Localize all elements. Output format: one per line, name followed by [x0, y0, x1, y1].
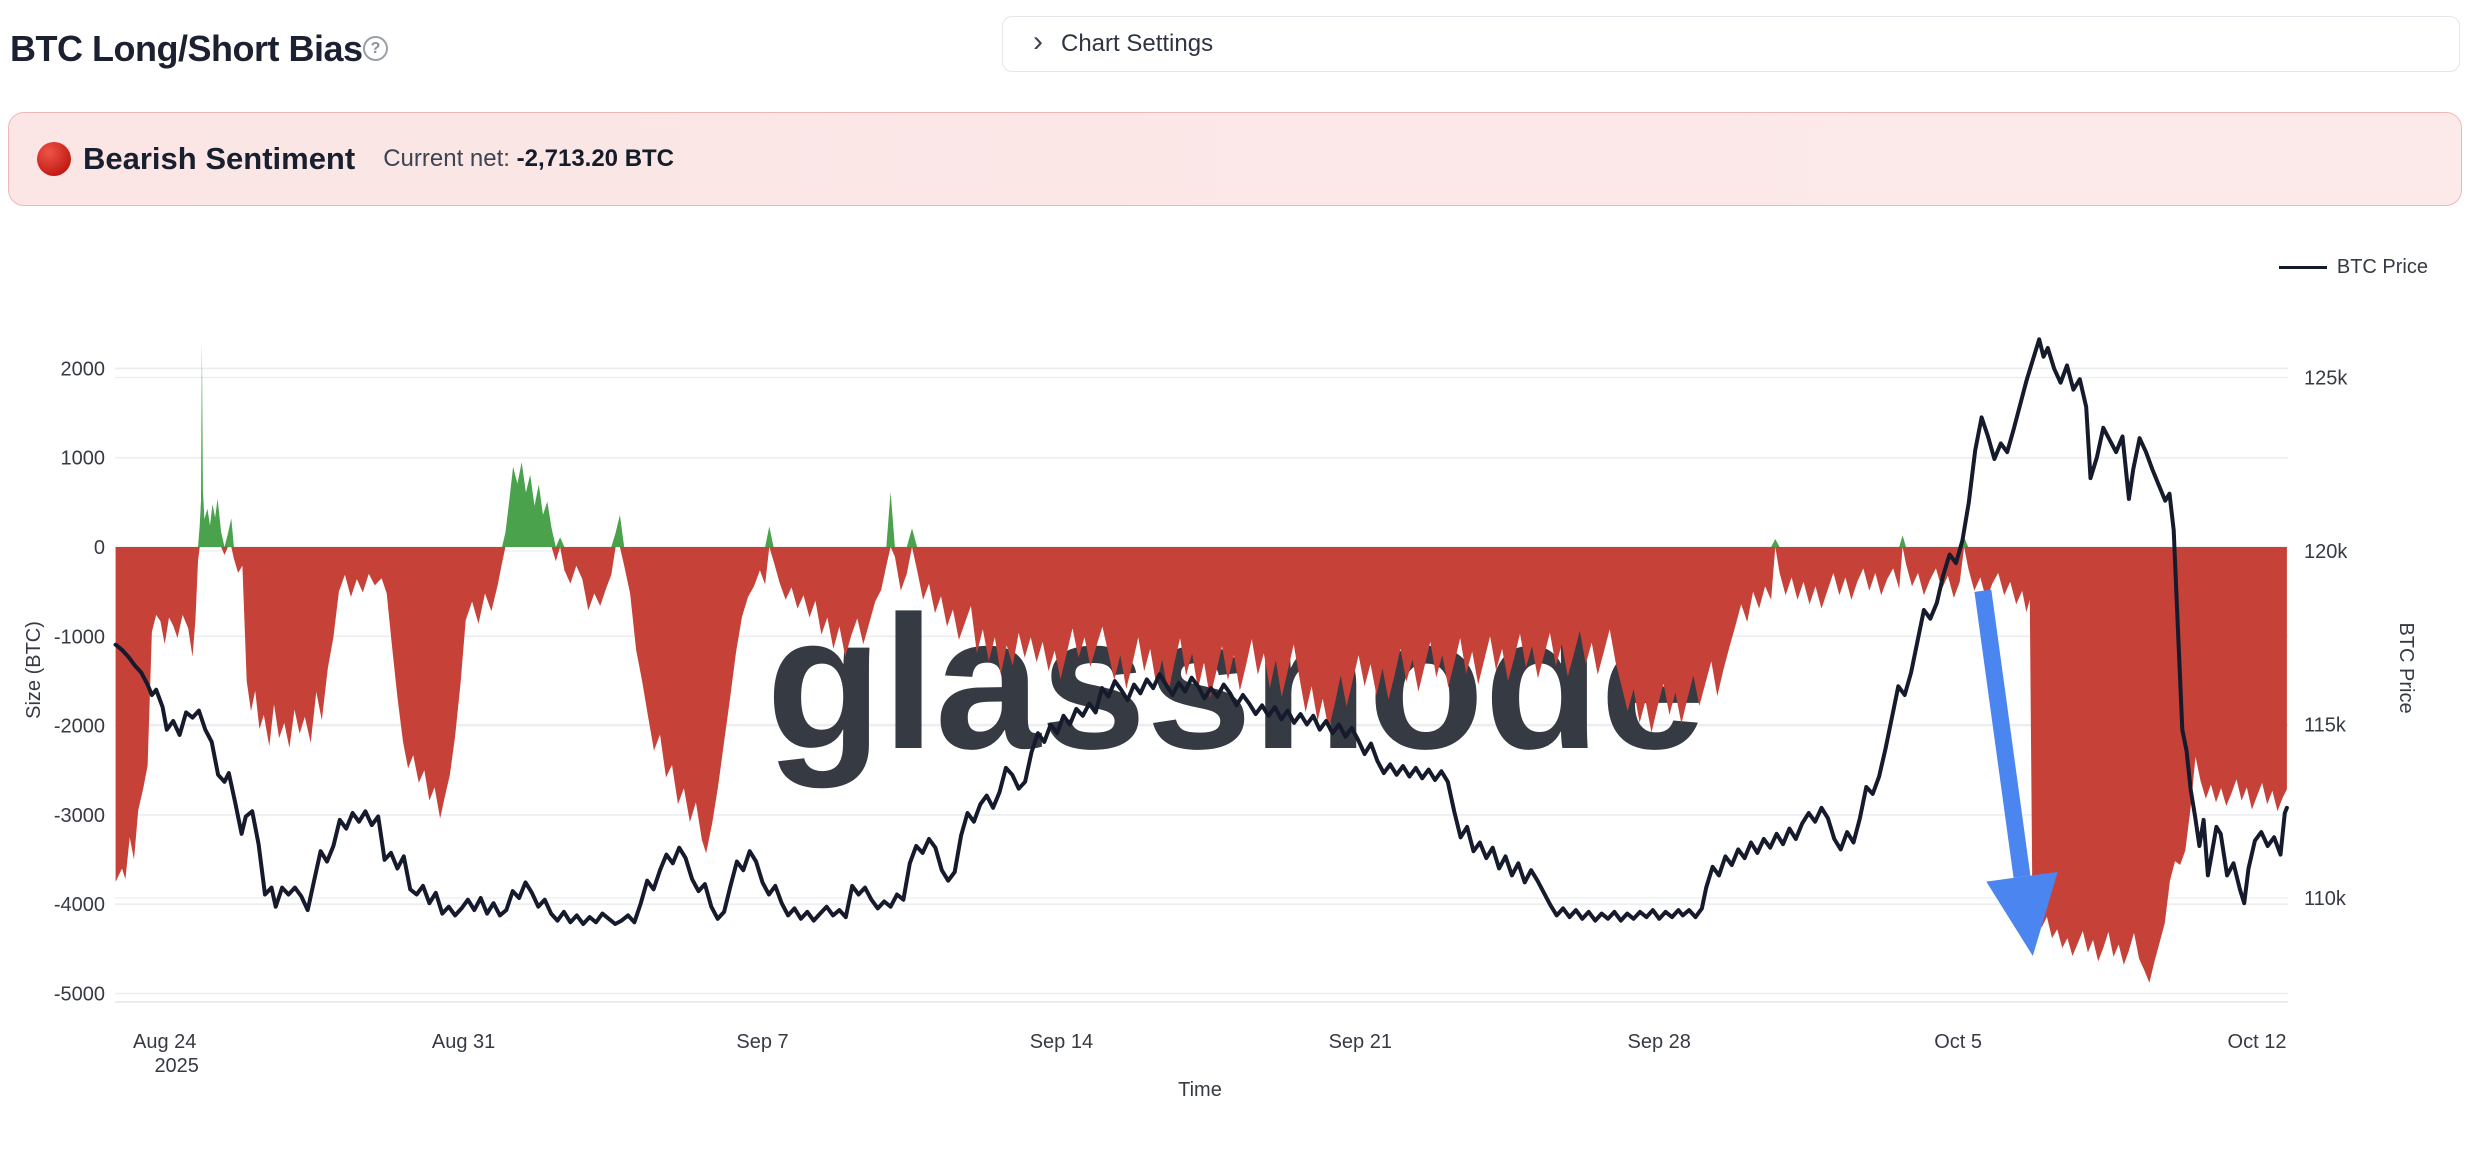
net-long-area — [115, 341, 2287, 547]
current-net-label: Current net: — [383, 145, 510, 172]
chevron-right-icon: › — [1033, 25, 1043, 58]
x-axis-tick: Sep 28 — [1628, 1031, 1691, 1053]
y-axis-tick-left: -2000 — [54, 716, 105, 738]
page-title: BTC Long/Short Bias — [10, 28, 363, 69]
help-icon[interactable]: ? — [363, 36, 388, 61]
sentiment-banner: Bearish Sentiment Current net: -2,713.20… — [8, 112, 2462, 206]
x-axis-tick: Oct 12 — [2228, 1031, 2287, 1053]
arrow-shaft — [1974, 589, 2031, 878]
help-icon-glyph: ? — [370, 39, 381, 57]
y-axis-tick-right: 110k — [2304, 888, 2347, 910]
y-axis-tick-left: -4000 — [54, 894, 105, 916]
y-axis-tick-left: -5000 — [54, 984, 105, 1006]
x-axis-tick: Oct 5 — [1934, 1031, 1982, 1053]
y-axis-tick-right: 120k — [2304, 541, 2348, 563]
y-axis-tick-left: -1000 — [54, 626, 105, 648]
legend-line-swatch — [2278, 266, 2327, 269]
net-short-area — [115, 547, 2287, 983]
right-axis-title: BTC Price — [2395, 622, 2417, 713]
chart-settings-label: Chart Settings — [1061, 30, 1214, 57]
sentiment-title: Bearish Sentiment — [83, 141, 356, 176]
x-axis-tick: Sep 21 — [1329, 1031, 1392, 1053]
down-arrow-icon — [1986, 871, 2058, 956]
current-net-value: -2,713.20 BTC — [516, 145, 675, 172]
x-axis-title: Time — [1178, 1079, 1222, 1101]
legend-label: BTC Price — [2336, 256, 2428, 278]
y-axis-tick-left: -3000 — [54, 805, 105, 827]
left-axis-title: Size (BTC) — [23, 621, 45, 719]
y-axis-tick-left: 2000 — [61, 358, 106, 380]
x-axis-tick: Aug 31 — [432, 1031, 495, 1053]
x-axis-tick: Sep 7 — [736, 1031, 788, 1053]
x-axis-tick: Sep 14 — [1030, 1031, 1093, 1053]
y-axis-tick-right: 125k — [2304, 368, 2348, 390]
y-axis-tick-left: 0 — [94, 537, 105, 559]
y-axis-tick-left: 1000 — [61, 448, 106, 470]
chart-settings-toggle[interactable]: › Chart Settings — [1002, 16, 2460, 72]
y-axis-tick-right: 115k — [2304, 715, 2347, 737]
current-net: Current net: -2,713.20 BTC — [383, 145, 674, 173]
x-axis-tick-year: 2025 — [154, 1055, 199, 1077]
red-circle-icon — [37, 142, 71, 176]
legend-item-btc-price[interactable]: BTC Price — [2278, 256, 2428, 279]
btc-price-line — [113, 337, 2289, 926]
x-axis-tick: Aug 24 — [133, 1031, 196, 1053]
